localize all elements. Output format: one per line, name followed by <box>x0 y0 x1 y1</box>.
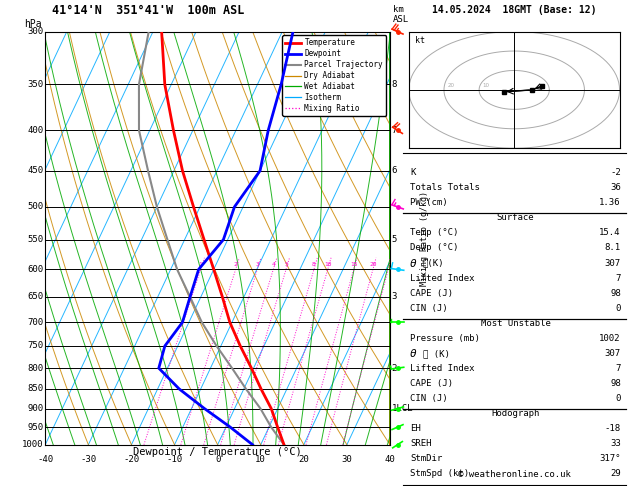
Text: Lifted Index: Lifted Index <box>410 364 475 373</box>
Text: 41°14'N  351°41'W  100m ASL: 41°14'N 351°41'W 100m ASL <box>52 4 244 17</box>
Text: 10: 10 <box>324 262 331 267</box>
Text: 7: 7 <box>615 364 621 373</box>
Text: -2: -2 <box>610 168 621 177</box>
Text: Hodograph: Hodograph <box>491 409 540 418</box>
Text: SREH: SREH <box>410 439 431 449</box>
Text: 20: 20 <box>447 83 455 88</box>
Text: 3: 3 <box>392 293 397 301</box>
Text: 900: 900 <box>28 404 43 413</box>
Text: 350: 350 <box>28 80 43 89</box>
Text: 0: 0 <box>615 304 621 313</box>
Text: 307: 307 <box>604 349 621 358</box>
Text: PW (cm): PW (cm) <box>410 198 448 208</box>
Text: 14.05.2024  18GMT (Base: 12): 14.05.2024 18GMT (Base: 12) <box>432 5 596 15</box>
Text: 1LCL: 1LCL <box>392 404 413 413</box>
Text: hPa: hPa <box>25 19 42 29</box>
Text: -10: -10 <box>167 455 182 464</box>
Text: 550: 550 <box>28 235 43 244</box>
Text: 950: 950 <box>28 423 43 432</box>
Text: 10: 10 <box>482 83 489 88</box>
Text: K: K <box>410 168 416 177</box>
Text: Temp (°C): Temp (°C) <box>410 228 459 238</box>
Text: 850: 850 <box>28 384 43 394</box>
Text: 4: 4 <box>271 262 275 267</box>
Text: -30: -30 <box>81 455 96 464</box>
Text: 1000: 1000 <box>22 440 43 449</box>
Text: 33: 33 <box>610 439 621 449</box>
Text: Totals Totals: Totals Totals <box>410 183 480 192</box>
Text: 20: 20 <box>298 455 309 464</box>
Text: 3: 3 <box>255 262 259 267</box>
Text: CAPE (J): CAPE (J) <box>410 289 453 298</box>
Text: 98: 98 <box>610 289 621 298</box>
Text: 1.36: 1.36 <box>599 198 621 208</box>
Text: 700: 700 <box>28 318 43 327</box>
Text: kt: kt <box>415 36 425 45</box>
Text: EH: EH <box>410 424 421 434</box>
Text: 0: 0 <box>215 455 220 464</box>
Text: 450: 450 <box>28 166 43 175</box>
Text: -40: -40 <box>37 455 53 464</box>
Text: Mixing Ratio (g/kg): Mixing Ratio (g/kg) <box>420 191 429 286</box>
Text: -18: -18 <box>604 424 621 434</box>
Text: 8: 8 <box>312 262 316 267</box>
Text: Surface: Surface <box>497 213 534 223</box>
Text: 800: 800 <box>28 364 43 373</box>
Text: ᴄ (K): ᴄ (K) <box>423 349 450 358</box>
Text: Dewp (°C): Dewp (°C) <box>410 243 459 253</box>
Text: © weatheronline.co.uk: © weatheronline.co.uk <box>458 469 571 479</box>
Text: CIN (J): CIN (J) <box>410 394 448 403</box>
Text: 307: 307 <box>604 259 621 268</box>
Text: 400: 400 <box>28 126 43 135</box>
Text: 600: 600 <box>28 265 43 274</box>
Text: 1002: 1002 <box>599 334 621 343</box>
Text: 15: 15 <box>350 262 357 267</box>
Text: 7: 7 <box>615 274 621 283</box>
Text: StmSpd (kt): StmSpd (kt) <box>410 469 469 479</box>
Text: 36: 36 <box>610 183 621 192</box>
Text: 20: 20 <box>369 262 377 267</box>
Text: 10: 10 <box>255 455 266 464</box>
Text: CAPE (J): CAPE (J) <box>410 379 453 388</box>
Text: 750: 750 <box>28 342 43 350</box>
Text: 15.4: 15.4 <box>599 228 621 238</box>
Text: Lifted Index: Lifted Index <box>410 274 475 283</box>
Text: 8.1: 8.1 <box>604 243 621 253</box>
Text: -20: -20 <box>123 455 140 464</box>
Legend: Temperature, Dewpoint, Parcel Trajectory, Dry Adiabat, Wet Adiabat, Isotherm, Mi: Temperature, Dewpoint, Parcel Trajectory… <box>282 35 386 116</box>
Text: 29: 29 <box>610 469 621 479</box>
Text: θ: θ <box>410 259 417 269</box>
Text: 2: 2 <box>392 364 397 373</box>
Text: 5: 5 <box>284 262 288 267</box>
Text: CIN (J): CIN (J) <box>410 304 448 313</box>
Text: StmDir: StmDir <box>410 454 442 464</box>
Text: 2: 2 <box>234 262 238 267</box>
Text: 500: 500 <box>28 202 43 211</box>
Text: 6: 6 <box>392 166 397 175</box>
Text: θ: θ <box>410 349 417 359</box>
Text: Most Unstable: Most Unstable <box>481 319 550 328</box>
Text: 7: 7 <box>392 126 397 135</box>
Text: 8: 8 <box>392 80 397 89</box>
Text: 300: 300 <box>28 27 43 36</box>
Text: km
ASL: km ASL <box>393 5 409 24</box>
Text: Pressure (mb): Pressure (mb) <box>410 334 480 343</box>
Text: 5: 5 <box>392 235 397 244</box>
Text: 1: 1 <box>199 262 203 267</box>
Text: ᴄ(K): ᴄ(K) <box>423 259 444 268</box>
Text: 0: 0 <box>615 394 621 403</box>
Text: 98: 98 <box>610 379 621 388</box>
Text: 650: 650 <box>28 293 43 301</box>
Text: 40: 40 <box>384 455 396 464</box>
Text: 30: 30 <box>342 455 352 464</box>
X-axis label: Dewpoint / Temperature (°C): Dewpoint / Temperature (°C) <box>133 448 302 457</box>
Text: 317°: 317° <box>599 454 621 464</box>
